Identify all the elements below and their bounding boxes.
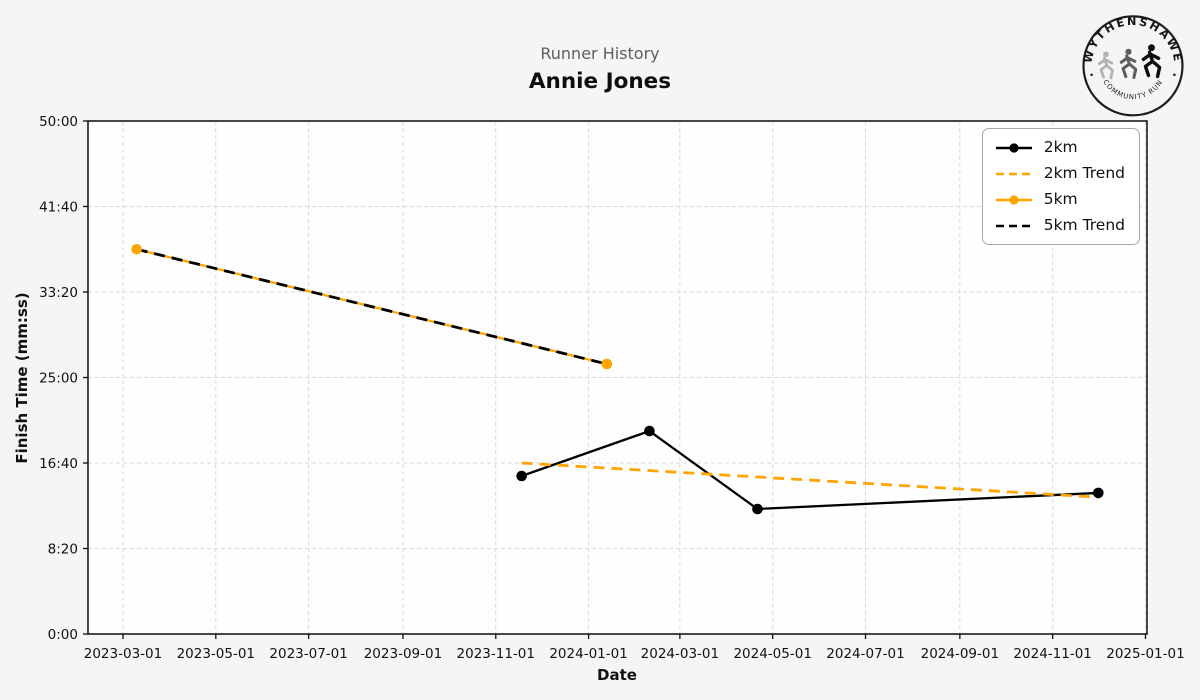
y-tick-label: 25:00 <box>39 371 78 387</box>
data-point-2km <box>516 470 527 482</box>
legend-label: 5km Trend <box>1043 216 1125 234</box>
logo-ring <box>1082 15 1184 117</box>
legend-entry-2km: 2km <box>994 138 1125 157</box>
series-line-5km-trend <box>136 247 608 366</box>
legend-label: 2km <box>1043 138 1078 156</box>
x-tick-label: 2024-01-01 <box>549 646 627 662</box>
data-point-2km <box>644 425 655 437</box>
y-tick-label: 33:20 <box>39 285 78 301</box>
chart-subtitle: Runner History <box>540 44 660 63</box>
legend-line-sample <box>995 224 1032 227</box>
x-tick-label: 2023-05-01 <box>177 646 255 662</box>
y-tick-label: 41:40 <box>39 200 78 216</box>
x-tick-label: 2023-03-01 <box>84 646 162 662</box>
x-tick-label: 2023-07-01 <box>269 646 347 662</box>
runner-icon <box>1119 48 1138 80</box>
legend-label: 5km <box>1043 190 1078 208</box>
legend-line-sample <box>995 142 1032 153</box>
legend-label: 2km Trend <box>1043 164 1125 182</box>
logo-dot-right <box>1173 73 1176 77</box>
logo-bottom-text: COMMUNITY RUN <box>1101 78 1164 101</box>
chart-legend: 2km 2km Trend 5km 5km Trend <box>981 128 1140 245</box>
runner-icon <box>1097 51 1114 80</box>
x-tick-label: 2024-09-01 <box>921 646 999 662</box>
runner-icon <box>1141 44 1162 79</box>
y-tick-label: 0:00 <box>48 627 78 643</box>
legend-line-sample <box>995 172 1032 175</box>
x-tick-label: 2024-07-01 <box>826 646 904 662</box>
logo-top-text: WYTHENSHAWE <box>1081 15 1184 64</box>
x-tick-label: 2023-09-01 <box>364 646 442 662</box>
legend-line-sample <box>995 194 1032 205</box>
x-tick-label: 2024-11-01 <box>1013 646 1091 662</box>
x-tick-label: 2025-01-01 <box>1106 646 1184 662</box>
y-axis-label: Finish Time (mm:ss) <box>13 292 31 464</box>
x-tick-label: 2023-11-01 <box>457 646 535 662</box>
data-point-5km <box>601 358 613 370</box>
series-line-2km-trend <box>521 461 1099 499</box>
data-point-2km <box>1093 487 1104 499</box>
y-tick-label: 8:20 <box>48 542 78 558</box>
club-logo: WYTHENSHAWE COMMUNITY RUN <box>1081 15 1184 117</box>
data-point-2km <box>752 503 763 515</box>
chart-header: Runner History Annie Jones <box>529 44 671 94</box>
legend-entry-2km-trend: 2km Trend <box>994 164 1125 183</box>
x-tick-label: 2024-03-01 <box>641 646 719 662</box>
logo-dot-left <box>1090 73 1093 77</box>
x-axis-label: Date <box>597 666 637 684</box>
chart-title: Annie Jones <box>528 69 672 94</box>
x-tick-label: 2024-05-01 <box>733 646 811 662</box>
y-tick-label: 16:40 <box>39 456 78 472</box>
data-point-5km <box>131 243 142 255</box>
legend-entry-5km-trend: 5km Trend <box>994 216 1125 235</box>
series-line-2km <box>521 429 1099 511</box>
y-tick-label: 50:00 <box>39 114 78 130</box>
legend-entry-5km: 5km <box>994 190 1125 209</box>
